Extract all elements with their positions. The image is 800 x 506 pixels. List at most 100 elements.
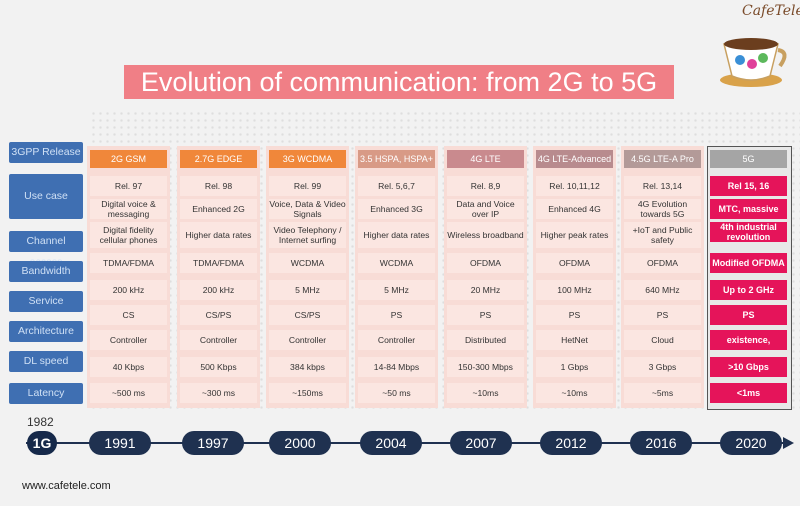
table-cell: PS bbox=[624, 305, 701, 325]
logo: CafeTele bbox=[742, 3, 800, 19]
column-header: 4.5G LTE-A Pro bbox=[624, 150, 701, 168]
table-cell: 640 MHz bbox=[624, 280, 701, 300]
table-cell: CS bbox=[90, 305, 167, 325]
timeline-year: 2016 bbox=[630, 431, 692, 455]
table-cell: Digital fidelity cellular phones bbox=[90, 222, 167, 248]
table-cell: OFDMA bbox=[624, 253, 701, 273]
table-cell: 1 Gbps bbox=[536, 357, 613, 377]
table-cell: ~50 ms bbox=[358, 383, 435, 403]
column-header: 2.7G EDGE bbox=[180, 150, 257, 168]
table-cell: <1ms bbox=[710, 383, 787, 403]
table-cell: Rel. 5,6,7 bbox=[358, 176, 435, 196]
table-cell: Enhanced 3G bbox=[358, 199, 435, 219]
column-header: 2G GSM bbox=[90, 150, 167, 168]
table-cell: ~10ms bbox=[536, 383, 613, 403]
timeline-year: 2020 bbox=[720, 431, 782, 455]
table-cell: Rel. 8,9 bbox=[447, 176, 524, 196]
table-cell: Distributed bbox=[447, 330, 524, 350]
table-cell: 3 Gbps bbox=[624, 357, 701, 377]
table-cell: 5 MHz bbox=[358, 280, 435, 300]
table-cell: ~300 ms bbox=[180, 383, 257, 403]
row-label: DL speed bbox=[9, 351, 83, 372]
timeline-first-year: 1982 bbox=[27, 415, 54, 429]
row-label: Use case bbox=[9, 174, 83, 219]
table-cell: PS bbox=[447, 305, 524, 325]
table-cell: Rel. 13,14 bbox=[624, 176, 701, 196]
table-cell: Voice, Data & Video Signals bbox=[269, 199, 346, 219]
website-url: www.cafetele.com bbox=[22, 480, 111, 492]
table-cell: CS/PS bbox=[180, 305, 257, 325]
timeline-year: 1997 bbox=[182, 431, 244, 455]
row-label: Bandwidth bbox=[9, 261, 83, 282]
table-cell: 384 kbps bbox=[269, 357, 346, 377]
table-cell: Data and Voice over IP bbox=[447, 199, 524, 219]
table-cell: 20 MHz bbox=[447, 280, 524, 300]
table-cell: ~500 ms bbox=[90, 383, 167, 403]
table-cell: 100 MHz bbox=[536, 280, 613, 300]
table-cell: PS bbox=[710, 305, 787, 325]
table-cell: Modified OFDMA bbox=[710, 253, 787, 273]
table-cell: >10 Gbps bbox=[710, 357, 787, 377]
table-cell: WCDMA bbox=[269, 253, 346, 273]
table-cell: 200 kHz bbox=[180, 280, 257, 300]
table-cell: 200 kHz bbox=[90, 280, 167, 300]
coffee-cup-icon bbox=[720, 38, 787, 87]
table-cell: Up to 2 GHz bbox=[710, 280, 787, 300]
timeline-year: 2012 bbox=[540, 431, 602, 455]
table-cell: Video Telephony / Internet surfing bbox=[269, 222, 346, 248]
table-cell: existence, bbox=[710, 330, 787, 350]
table-cell: Higher peak rates bbox=[536, 222, 613, 248]
table-cell: Cloud bbox=[624, 330, 701, 350]
table-cell: Controller bbox=[269, 330, 346, 350]
table-cell: Controller bbox=[90, 330, 167, 350]
page-title: Evolution of communication: from 2G to 5… bbox=[124, 65, 674, 99]
timeline-year: 2000 bbox=[269, 431, 331, 455]
table-cell: OFDMA bbox=[536, 253, 613, 273]
table-cell: 14-84 Mbps bbox=[358, 357, 435, 377]
row-label: 3GPP Release bbox=[9, 142, 83, 163]
table-cell: Rel. 97 bbox=[90, 176, 167, 196]
table-cell: PS bbox=[358, 305, 435, 325]
timeline-arrow-icon bbox=[783, 437, 794, 449]
table-cell: Rel. 98 bbox=[180, 176, 257, 196]
table-cell: TDMA/FDMA bbox=[180, 253, 257, 273]
table-cell: OFDMA bbox=[447, 253, 524, 273]
table-cell: Controller bbox=[358, 330, 435, 350]
row-label: Latency bbox=[9, 383, 83, 404]
timeline-year: 2004 bbox=[360, 431, 422, 455]
row-label: Service bbox=[9, 291, 83, 312]
table-cell: Higher data rates bbox=[180, 222, 257, 248]
table-cell: 500 Kbps bbox=[180, 357, 257, 377]
table-cell: Rel 15, 16 bbox=[710, 176, 787, 196]
table-cell: 40 Kbps bbox=[90, 357, 167, 377]
table-cell: +IoT and Public safety bbox=[624, 222, 701, 248]
table-cell: Digital voice & messaging bbox=[90, 199, 167, 219]
table-cell: Higher data rates bbox=[358, 222, 435, 248]
column-header: 4G LTE bbox=[447, 150, 524, 168]
table-cell: ~150ms bbox=[269, 383, 346, 403]
row-label: Architecture bbox=[9, 321, 83, 342]
table-cell: ~10ms bbox=[447, 383, 524, 403]
table-cell: Rel. 10,11,12 bbox=[536, 176, 613, 196]
column-header: 5G bbox=[710, 150, 787, 168]
table-cell: 150-300 Mbps bbox=[447, 357, 524, 377]
table-cell: ~5ms bbox=[624, 383, 701, 403]
table-cell: HetNet bbox=[536, 330, 613, 350]
table-cell: PS bbox=[536, 305, 613, 325]
table-cell: WCDMA bbox=[358, 253, 435, 273]
table-cell: TDMA/FDMA bbox=[90, 253, 167, 273]
timeline-year: 2007 bbox=[450, 431, 512, 455]
column-header: 3G WCDMA bbox=[269, 150, 346, 168]
table-cell: Controller bbox=[180, 330, 257, 350]
table-cell: CS/PS bbox=[269, 305, 346, 325]
table-cell: 4G Evolution towards 5G bbox=[624, 199, 701, 219]
table-cell: 5 MHz bbox=[269, 280, 346, 300]
column-header: 4G LTE-Advanced bbox=[536, 150, 613, 168]
row-label: Channel access bbox=[9, 231, 83, 268]
timeline-year: 1991 bbox=[89, 431, 151, 455]
table-cell: MTC, massive bbox=[710, 199, 787, 219]
table-cell: Enhanced 2G bbox=[180, 199, 257, 219]
table-cell: 4th industrial revolution bbox=[710, 222, 787, 242]
table-cell: Wireless broadband bbox=[447, 222, 524, 248]
column-header: 3.5 HSPA, HSPA+ bbox=[358, 150, 435, 168]
